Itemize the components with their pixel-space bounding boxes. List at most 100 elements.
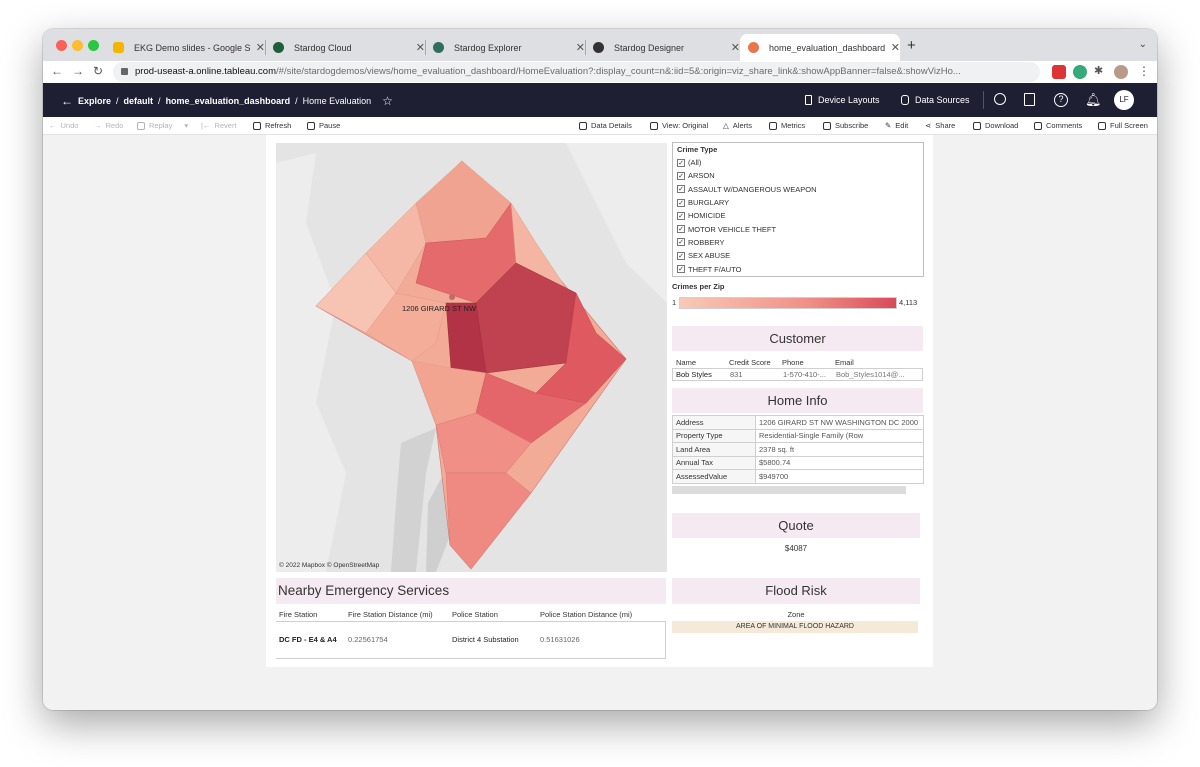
table-key: Annual Tax (672, 455, 756, 470)
pause-button[interactable]: Pause (307, 121, 340, 130)
alerts-button[interactable]: △ Alerts (723, 121, 752, 130)
horizontal-scrollbar[interactable] (672, 486, 906, 494)
edit-button[interactable]: ✎ Edit (885, 121, 908, 130)
browser-tab-ekg[interactable]: EKG Demo slides - Google Slid ✕ (105, 34, 265, 61)
browser-tab-stardog-explorer[interactable]: Stardog Explorer ✕ (425, 34, 585, 61)
redo-button[interactable]: → Redo (94, 121, 123, 130)
share-button[interactable]: ⋖ Share (925, 121, 955, 130)
close-icon[interactable]: ✕ (255, 42, 265, 54)
filter-title: Crime Type (677, 145, 718, 154)
close-icon[interactable]: ✕ (575, 42, 585, 54)
back-arrow-icon[interactable]: ← (61, 94, 73, 108)
browser-tab-stardog-cloud[interactable]: Stardog Cloud ✕ (265, 34, 425, 61)
subscribe-button[interactable]: Subscribe (823, 121, 868, 130)
download-button[interactable]: Download (973, 121, 1018, 130)
quote-value: $4087 (784, 544, 808, 553)
checkbox-checked-icon[interactable]: ✓ (677, 198, 685, 207)
home-location-marker[interactable] (449, 294, 455, 300)
search-icon[interactable] (994, 93, 1006, 105)
emergency-row[interactable]: DC FD - E4 & A4 0.22561754 District 4 Su… (279, 635, 650, 644)
back-arrow-icon[interactable]: ← (51, 64, 63, 78)
extension-icon[interactable] (1052, 65, 1066, 79)
close-icon[interactable]: ✕ (890, 42, 900, 54)
avatar[interactable]: LF (1114, 90, 1134, 110)
table-row[interactable]: Annual Tax $5800.74 (672, 455, 924, 470)
filter-option-arson[interactable]: ✓ ARSON (677, 169, 919, 182)
undo-button[interactable]: ← Undo (49, 121, 78, 130)
full-screen-button[interactable]: Full Screen (1098, 121, 1148, 130)
checkbox-checked-icon[interactable]: ✓ (677, 265, 685, 274)
bell-icon[interactable]: 🔔︎ (1085, 92, 1102, 107)
zip-region (365, 292, 447, 362)
breadcrumb-explore[interactable]: Explore (78, 96, 112, 106)
customer-table-header: Name Credit Score Phone Email (676, 358, 915, 367)
filter-option-motor-vehicle-theft[interactable]: ✓ MOTOR VEHICLE THEFT (677, 222, 919, 235)
data-sources-button[interactable]: Data Sources (901, 95, 970, 105)
redo-icon: → (94, 121, 102, 130)
close-window-button[interactable] (56, 40, 67, 51)
filter-option-sex-abuse[interactable]: ✓ SEX ABUSE (677, 249, 919, 262)
help-icon[interactable]: ? (1054, 93, 1068, 107)
data-details-button[interactable]: Data Details (579, 121, 632, 130)
view-original-button[interactable]: View: Original (650, 121, 708, 130)
kebab-menu-icon[interactable]: ⋮ (1138, 64, 1150, 78)
comments-button[interactable]: Comments (1034, 121, 1082, 130)
map-attribution[interactable]: © 2022 Mapbox © OpenStreetMap (279, 562, 380, 569)
checkbox-checked-icon[interactable]: ✓ (677, 225, 685, 234)
legend-title: Crimes per Zip (672, 282, 725, 291)
filter-option-robbery[interactable]: ✓ ROBBERY (677, 236, 919, 249)
metrics-button[interactable]: Metrics (769, 121, 805, 130)
checkbox-checked-icon[interactable]: ✓ (677, 185, 685, 194)
browser-tab-stardog-designer[interactable]: Stardog Designer ✕ (585, 34, 740, 61)
table-cell: Bob Styles (676, 370, 712, 379)
browser-tab-tableau[interactable]: home_evaluation_dashboard: H ✕ (740, 34, 900, 61)
profile-avatar-icon[interactable] (1114, 65, 1128, 79)
lock-icon (121, 68, 128, 75)
table-row[interactable]: AssessedValue $949700 (672, 469, 924, 484)
filter-option-assault[interactable]: ✓ ASSAULT W/DANGEROUS WEAPON (677, 183, 919, 196)
forward-arrow-icon[interactable]: → (72, 64, 84, 78)
map-address-label: 1206 GIRARD ST NW (402, 304, 477, 313)
column-header: Fire Station Distance (mi) (348, 610, 433, 619)
checkbox-checked-icon[interactable]: ✓ (677, 251, 685, 260)
maximize-window-button[interactable] (88, 40, 99, 51)
refresh-icon (253, 121, 261, 130)
tab-menu-chevron-icon[interactable]: ⌄ (1138, 39, 1147, 50)
customer-row[interactable]: Bob Styles 831 1-570-410-... Bob_Styles1… (672, 368, 923, 381)
tab-label: EKG Demo slides - Google Slid (134, 42, 250, 53)
refresh-button[interactable]: Refresh (253, 121, 291, 130)
breadcrumb-default[interactable]: default (123, 96, 154, 106)
filter-option-theft-auto[interactable]: ✓ THEFT F/AUTO (677, 262, 919, 275)
breadcrumb-workbook[interactable]: home_evaluation_dashboard (165, 96, 291, 106)
checkbox-checked-icon[interactable]: ✓ (677, 211, 685, 220)
filter-option-all[interactable]: ✓ (All) (677, 156, 919, 169)
table-row[interactable]: Property Type Residential-Single Family (… (672, 428, 924, 443)
table-row[interactable]: Land Area 2378 sq. ft (672, 442, 924, 457)
notes-icon[interactable] (1024, 93, 1035, 106)
checkbox-checked-icon[interactable]: ✓ (677, 238, 685, 247)
filter-option-homicide[interactable]: ✓ HOMICIDE (677, 209, 919, 222)
star-icon[interactable]: ☆ (382, 94, 393, 108)
close-icon[interactable]: ✕ (730, 42, 740, 54)
revert-button[interactable]: |← Revert (201, 121, 237, 130)
crime-map[interactable]: 1206 GIRARD ST NW © 2022 Mapbox © OpenSt… (276, 143, 667, 572)
extension-icon[interactable] (1073, 65, 1087, 79)
breadcrumb-separator: / (295, 96, 298, 106)
checkbox-checked-icon[interactable]: ✓ (677, 171, 685, 180)
checkbox-checked-icon[interactable]: ✓ (677, 158, 685, 167)
google-slides-icon (113, 42, 124, 53)
revert-label: Revert (214, 121, 237, 130)
filter-option-burglary[interactable]: ✓ BURGLARY (677, 196, 919, 209)
replay-button[interactable]: Replay ▾ (137, 121, 188, 130)
close-icon[interactable]: ✕ (415, 42, 425, 54)
tab-label: home_evaluation_dashboard: H (769, 42, 885, 53)
puzzle-extensions-icon[interactable]: ✱ (1094, 65, 1104, 77)
minimize-window-button[interactable] (72, 40, 83, 51)
table-row[interactable]: Address 1206 GIRARD ST NW WASHINGTON DC 2… (672, 415, 924, 430)
new-tab-button[interactable]: + (907, 37, 916, 54)
zip-region (475, 372, 587, 444)
reload-icon[interactable]: ↻ (93, 64, 104, 78)
url-field[interactable]: prod-useast-a.online.tableau.com/#/site/… (113, 62, 1040, 82)
device-layouts-button[interactable]: Device Layouts (805, 95, 880, 105)
column-header: Email (835, 358, 854, 367)
